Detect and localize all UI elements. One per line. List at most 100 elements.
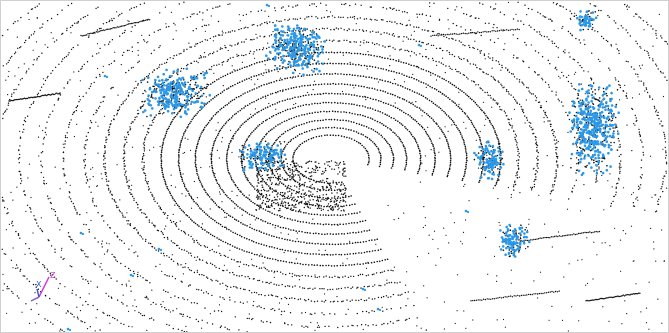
ground-point: [217, 280, 219, 282]
ground-point: [245, 54, 247, 56]
ground-point: [402, 61, 405, 64]
ground-point: [295, 115, 298, 118]
ground-point: [284, 77, 286, 80]
ground-point: [370, 261, 373, 264]
ground-point: [397, 84, 399, 86]
ground-point: [137, 112, 140, 115]
ground-point: [365, 149, 368, 152]
ground-point: [108, 274, 111, 276]
ground-point: [326, 134, 329, 136]
ground-point: [25, 210, 27, 212]
ground-point: [387, 57, 389, 60]
ground-point: [357, 75, 359, 77]
ground-point: [664, 146, 666, 149]
ground-point: [149, 149, 151, 151]
ground-point: [186, 250, 188, 252]
ground-point: [155, 303, 157, 305]
ground-point: [399, 49, 401, 51]
ground-point: [542, 15, 544, 17]
ground-point: [342, 276, 344, 278]
ground-point: [265, 71, 268, 74]
ground-point: [452, 22, 454, 25]
ground-point: [434, 156, 436, 159]
ground-point: [311, 74, 314, 76]
ground-point: [334, 16, 336, 19]
ground-point: [607, 180, 609, 182]
ground-point: [524, 115, 526, 117]
ground-point: [635, 198, 637, 200]
ground-point: [216, 182, 219, 184]
ground-point: [548, 319, 550, 321]
ground-point: [247, 27, 249, 29]
ground-point: [145, 238, 147, 241]
ground-point: [201, 25, 203, 28]
ground-point: [211, 234, 214, 237]
ground-point: [61, 329, 63, 331]
ground-point: [607, 14, 609, 17]
ground-point: [143, 39, 145, 41]
ground-point: [161, 171, 164, 174]
ground-point: [537, 167, 539, 169]
ground-point: [115, 201, 117, 203]
ground-point: [554, 136, 556, 138]
ground-point: [151, 245, 153, 248]
ground-point: [130, 193, 132, 195]
ground-point: [434, 74, 437, 76]
ground-point: [274, 224, 277, 227]
ground-point: [196, 239, 198, 242]
ground-point: [267, 294, 270, 296]
ground-point: [571, 306, 573, 308]
ground-point: [404, 11, 406, 13]
ground-point: [360, 124, 363, 126]
ground-point: [264, 220, 267, 223]
ground-point: [86, 212, 88, 214]
ground-point: [220, 310, 223, 313]
ground-point: [219, 252, 221, 255]
ground-point: [166, 58, 169, 61]
ground-point: [618, 146, 620, 148]
ground-point: [401, 124, 404, 127]
ground-point: [319, 264, 322, 267]
ground-point: [381, 136, 384, 138]
ground-point: [164, 274, 166, 276]
ground-point: [184, 130, 186, 133]
ground-point: [123, 242, 126, 244]
ground-point: [150, 303, 152, 306]
ground-point: [458, 103, 460, 105]
ground-point: [172, 242, 174, 244]
ground-point: [544, 223, 546, 225]
ground-point: [385, 102, 387, 105]
ground-point: [215, 180, 218, 182]
ground-point: [54, 214, 57, 216]
ground-point: [56, 303, 58, 306]
ground-point: [160, 160, 163, 163]
ground-point: [311, 242, 314, 245]
ground-point: [337, 110, 339, 113]
ground-point: [2, 200, 4, 202]
ground-point: [226, 166, 229, 168]
ground-point: [299, 17, 302, 19]
ground-point: [146, 131, 149, 133]
ground-point: [644, 90, 646, 92]
ground-point: [300, 241, 302, 243]
ground-point: [213, 141, 215, 143]
ground-point: [187, 190, 189, 192]
ground-point: [662, 125, 664, 127]
ground-point: [537, 297, 539, 299]
ground-point: [122, 303, 124, 305]
ground-point: [416, 16, 418, 18]
ground-point: [239, 207, 241, 209]
ground-point: [336, 197, 339, 199]
ground-point: [665, 172, 667, 174]
ground-point: [516, 37, 519, 40]
ground-point: [304, 275, 307, 277]
ground-point: [330, 29, 332, 31]
ground-point: [193, 60, 195, 62]
ground-point: [133, 272, 135, 275]
ground-point: [357, 113, 359, 116]
ground-point: [200, 166, 202, 169]
ground-point: [180, 52, 182, 55]
ground-point: [20, 16, 22, 19]
